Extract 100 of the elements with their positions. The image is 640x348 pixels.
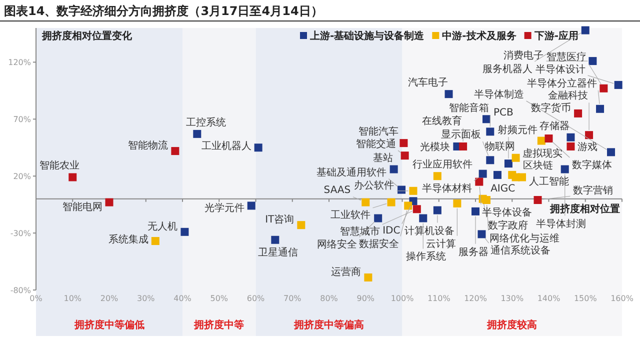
x-tick-label: 130% (500, 294, 524, 303)
annotation: 系统集成 (108, 234, 148, 246)
annotation: 数字货币 (531, 102, 572, 114)
annotation: 网络安全 (317, 238, 358, 251)
point (247, 202, 256, 210)
annotation: 智能电网 (62, 200, 102, 213)
legend-label: 中游-技术及服务 (442, 30, 516, 42)
point (512, 154, 520, 162)
point (472, 207, 480, 216)
point (68, 173, 77, 182)
x-tick-label: 60% (246, 294, 266, 303)
point (374, 214, 382, 222)
band-label: 拥挤度中等 (193, 319, 244, 331)
point (297, 221, 306, 230)
annotation: 数字营销 (572, 184, 613, 197)
point (387, 198, 396, 206)
annotation: 汽车电子 (408, 76, 448, 89)
annotation: 智能物流 (128, 140, 168, 152)
x-tick-label: 100% (390, 294, 414, 303)
y-axis-title: 拥挤度相对位置变化 (41, 30, 133, 42)
annotation: 行业应用软件 (412, 158, 472, 171)
point (486, 156, 494, 164)
x-tick-label: 40% (174, 294, 192, 303)
x-tick-label: 90% (356, 294, 375, 303)
point (566, 133, 575, 142)
annotation: 办公软件 (354, 179, 394, 192)
annotation: 半导体分立器件 (527, 77, 598, 90)
y-tick-label: -80% (10, 286, 32, 295)
annotation: 基础及通用软件 (316, 166, 387, 178)
legend-label: 上游-基础设施与设备制造 (309, 30, 426, 42)
annotation: 智慧医疗 (546, 50, 587, 63)
annotation: AIGC (490, 183, 516, 194)
annotation: 半导体设计 (535, 63, 586, 76)
point (193, 130, 202, 138)
point (482, 115, 490, 124)
point (600, 84, 608, 92)
x-tick-label: 10% (64, 294, 82, 303)
annotation: 网络优化与运维 (489, 232, 560, 245)
annotation: 虚拟现实 (522, 147, 562, 160)
annotation: 工业机器人 (201, 140, 252, 152)
annotation: PCB (493, 108, 514, 119)
x-tick-label: 150% (574, 294, 598, 303)
annotation: SAAS (324, 184, 351, 196)
point (585, 131, 594, 140)
point (607, 148, 616, 156)
annotation: 半导体制造 (474, 88, 524, 101)
point (544, 134, 553, 142)
point (459, 142, 468, 150)
y-tick-label: 70% (13, 115, 32, 124)
annotation: 卫星通信 (258, 246, 298, 258)
annotation: IT咨询 (265, 214, 294, 226)
point (180, 228, 189, 236)
point (409, 186, 418, 195)
x-tick-label: 110% (427, 294, 451, 303)
point (482, 196, 490, 204)
point (105, 198, 114, 206)
point (433, 206, 442, 214)
annotation: 通信系统设备 (490, 244, 551, 257)
x-tick-label: 0% (30, 294, 43, 303)
annotation: 半导体设备 (482, 206, 532, 218)
x-tick-label: 70% (283, 294, 302, 303)
annotation: 智能农业 (40, 160, 80, 172)
annotation: 智慧城市 (340, 226, 380, 238)
y-tick-label: -30% (10, 229, 32, 238)
x-tick-label: 80% (320, 294, 338, 303)
point (588, 57, 597, 66)
annotation: 无人机 (148, 220, 178, 232)
point (390, 165, 398, 174)
annotation: 光模块 (420, 140, 450, 153)
annotation: IDC (382, 226, 400, 237)
point (362, 198, 370, 206)
band-label: 拥挤度较高 (486, 319, 538, 331)
legend-label: 下游-应用 (533, 30, 578, 42)
annotation: 人工智能 (529, 176, 570, 188)
band-label: 拥挤度中等偏高 (293, 319, 364, 331)
annotation: 工控系统 (186, 116, 226, 128)
point (400, 139, 408, 148)
point (478, 230, 486, 238)
point (478, 170, 487, 178)
annotation: 数据安全 (359, 238, 400, 250)
band-label: 拥挤度中等偏低 (73, 319, 144, 331)
annotation: 射频元件 (497, 124, 538, 136)
annotation: 半导体材料 (422, 182, 472, 194)
point (534, 196, 542, 204)
point (614, 80, 622, 89)
point (404, 202, 412, 210)
annotation: 物联网 (484, 140, 515, 152)
annotation: 智能交通 (356, 138, 396, 150)
annotation: 数字媒体 (572, 158, 612, 171)
x-tick-label: 30% (136, 294, 156, 303)
point (518, 173, 526, 182)
x-tick-label: 20% (100, 294, 119, 303)
point (453, 199, 462, 208)
annotation: 操作系统 (406, 250, 446, 263)
point (566, 142, 575, 150)
x-tick-label: 120% (464, 294, 488, 303)
annotation: 服务器 (458, 246, 488, 258)
annotation: 消费电子 (504, 50, 544, 62)
annotation: 智能音箱 (449, 102, 490, 114)
y-tick-label: 20% (13, 172, 32, 182)
